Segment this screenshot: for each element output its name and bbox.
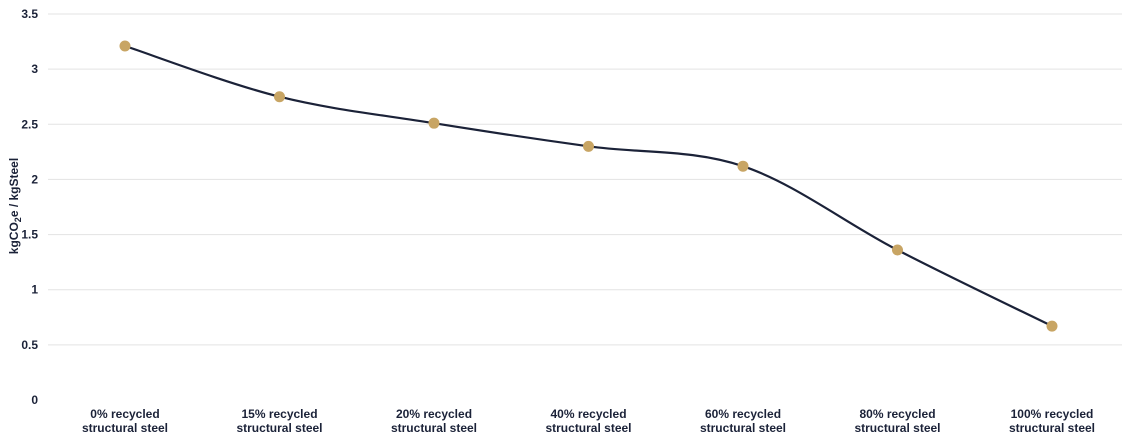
- x-category-label-line: structural steel: [82, 421, 168, 435]
- y-axis-title: kgCO2e / kgSteel: [7, 158, 23, 254]
- x-category-label-line: structural steel: [854, 421, 940, 435]
- x-category-label-line: 15% recycled: [241, 407, 317, 421]
- y-tick-label: 3: [31, 62, 38, 76]
- y-axis-ticks: 0 0.5 1 1.5 2 2.5 3 3.5: [21, 7, 38, 407]
- x-category-label: 0% recycled structural steel: [82, 407, 168, 435]
- x-category-label-line: 40% recycled: [550, 407, 626, 421]
- data-point: [583, 140, 594, 152]
- x-category-label-line: structural steel: [700, 421, 786, 435]
- x-category-label-line: structural steel: [391, 421, 477, 435]
- series-line: [124, 44, 1053, 328]
- data-point: [428, 117, 440, 129]
- y-tick-label: 0: [31, 393, 38, 407]
- data-point: [737, 160, 749, 172]
- x-category-label-line: 0% recycled: [90, 407, 159, 421]
- x-category-label-line: 80% recycled: [859, 407, 935, 421]
- data-point: [1046, 320, 1058, 332]
- x-category-label: 80% recycled structural steel: [854, 407, 940, 435]
- y-axis-title-subscript: 2: [13, 217, 23, 222]
- y-tick-label: 1.5: [21, 228, 38, 242]
- y-axis-title-suffix: e / kgSteel: [7, 158, 21, 217]
- y-tick-label: 3.5: [21, 7, 38, 21]
- x-category-label: 15% recycled structural steel: [236, 407, 322, 435]
- y-tick-label: 2: [31, 172, 38, 186]
- data-point: [274, 91, 285, 103]
- data-point: [892, 244, 903, 256]
- x-category-label-line: 100% recycled: [1011, 407, 1094, 421]
- data-points: [119, 40, 1058, 332]
- y-axis-title-prefix: kgCO: [7, 222, 21, 254]
- x-category-label: 40% recycled structural steel: [545, 407, 631, 435]
- x-category-label: 60% recycled structural steel: [700, 407, 786, 435]
- x-category-label: 100% recycled structural steel: [1009, 407, 1095, 435]
- x-category-label-line: structural steel: [236, 421, 322, 435]
- series-line-group: [124, 44, 1053, 328]
- x-category-label-line: 20% recycled: [396, 407, 472, 421]
- gridlines: [48, 13, 1122, 346]
- y-tick-label: 2.5: [21, 117, 38, 131]
- x-category-label-line: structural steel: [1009, 421, 1095, 435]
- x-category-label-line: 60% recycled: [705, 407, 781, 421]
- x-category-label: 20% recycled structural steel: [391, 407, 477, 435]
- y-tick-label: 0.5: [21, 338, 38, 352]
- y-tick-label: 1: [31, 283, 38, 297]
- data-point: [119, 40, 131, 52]
- x-category-label-line: structural steel: [545, 421, 631, 435]
